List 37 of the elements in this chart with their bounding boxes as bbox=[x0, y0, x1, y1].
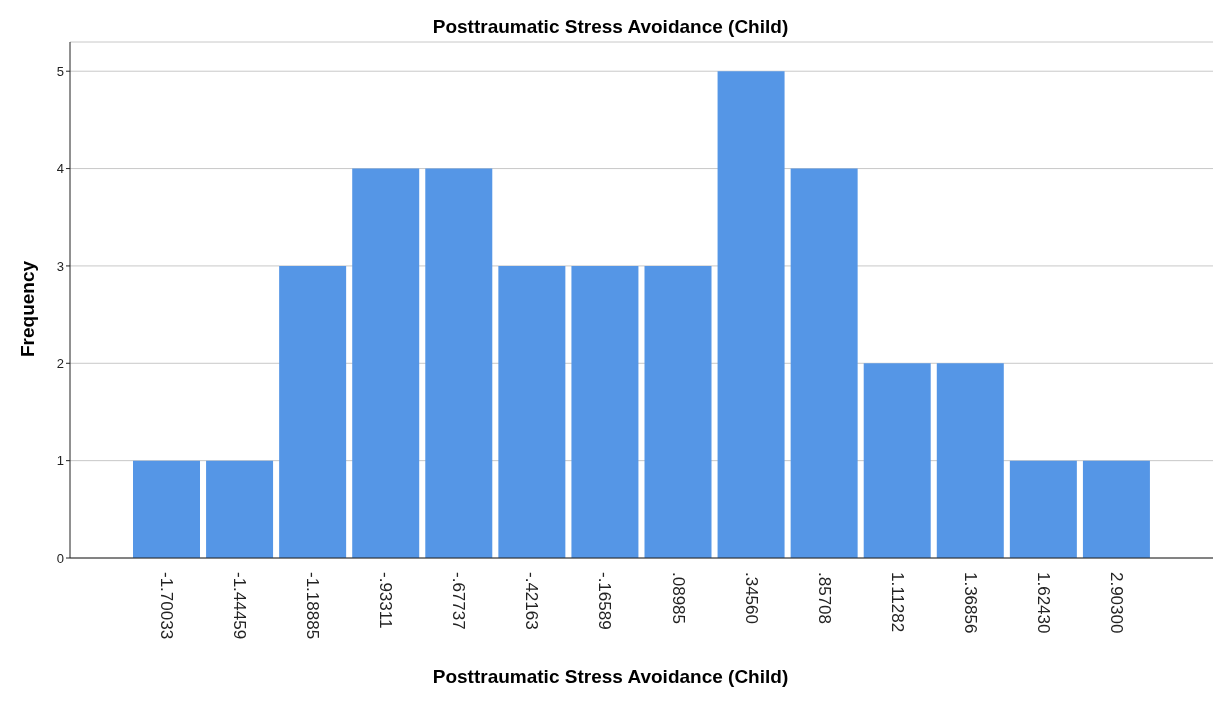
bar bbox=[133, 460, 200, 558]
bar bbox=[279, 265, 347, 558]
x-tick-label: .85708 bbox=[814, 572, 834, 624]
x-tick-label: -.42163 bbox=[522, 572, 542, 630]
bar bbox=[571, 265, 639, 558]
x-tick-label: 1.62430 bbox=[1033, 572, 1053, 634]
y-tick-label: 0 bbox=[56, 550, 64, 566]
x-tick-label: -1.70033 bbox=[157, 572, 177, 640]
y-tick-label: 4 bbox=[56, 161, 64, 177]
x-axis-title: Posttraumatic Stress Avoidance (Child) bbox=[431, 666, 790, 688]
x-tick-label: -1.44459 bbox=[230, 572, 250, 640]
x-tick-label: 1.36856 bbox=[960, 572, 980, 634]
y-tick-label: 5 bbox=[56, 63, 64, 79]
bar bbox=[352, 168, 420, 558]
bar bbox=[498, 265, 566, 558]
bar bbox=[425, 168, 493, 558]
y-tick-label: 3 bbox=[56, 258, 64, 274]
x-tick-label: -1.18885 bbox=[303, 572, 323, 640]
bar bbox=[863, 363, 931, 558]
bar bbox=[1009, 460, 1077, 558]
x-tick-label: -.67737 bbox=[449, 572, 469, 630]
chart-title: Posttraumatic Stress Avoidance (Child) bbox=[431, 16, 790, 38]
y-axis-title: Frequency bbox=[17, 259, 39, 360]
y-tick-label: 1 bbox=[56, 453, 64, 469]
bar bbox=[1082, 460, 1150, 558]
x-tick-label: 2.90300 bbox=[1106, 572, 1126, 634]
bar bbox=[644, 265, 712, 558]
bar bbox=[790, 168, 858, 558]
x-tick-label: 1.11282 bbox=[887, 572, 907, 633]
x-tick-label: .34560 bbox=[741, 572, 761, 624]
bar bbox=[717, 71, 785, 558]
bar bbox=[206, 460, 274, 558]
x-tick-label: -.16589 bbox=[595, 572, 615, 630]
y-tick-label: 2 bbox=[56, 355, 64, 371]
bar bbox=[936, 363, 1004, 558]
x-tick-label: -.93311 bbox=[376, 572, 396, 629]
x-tick-label: .08985 bbox=[668, 572, 688, 624]
